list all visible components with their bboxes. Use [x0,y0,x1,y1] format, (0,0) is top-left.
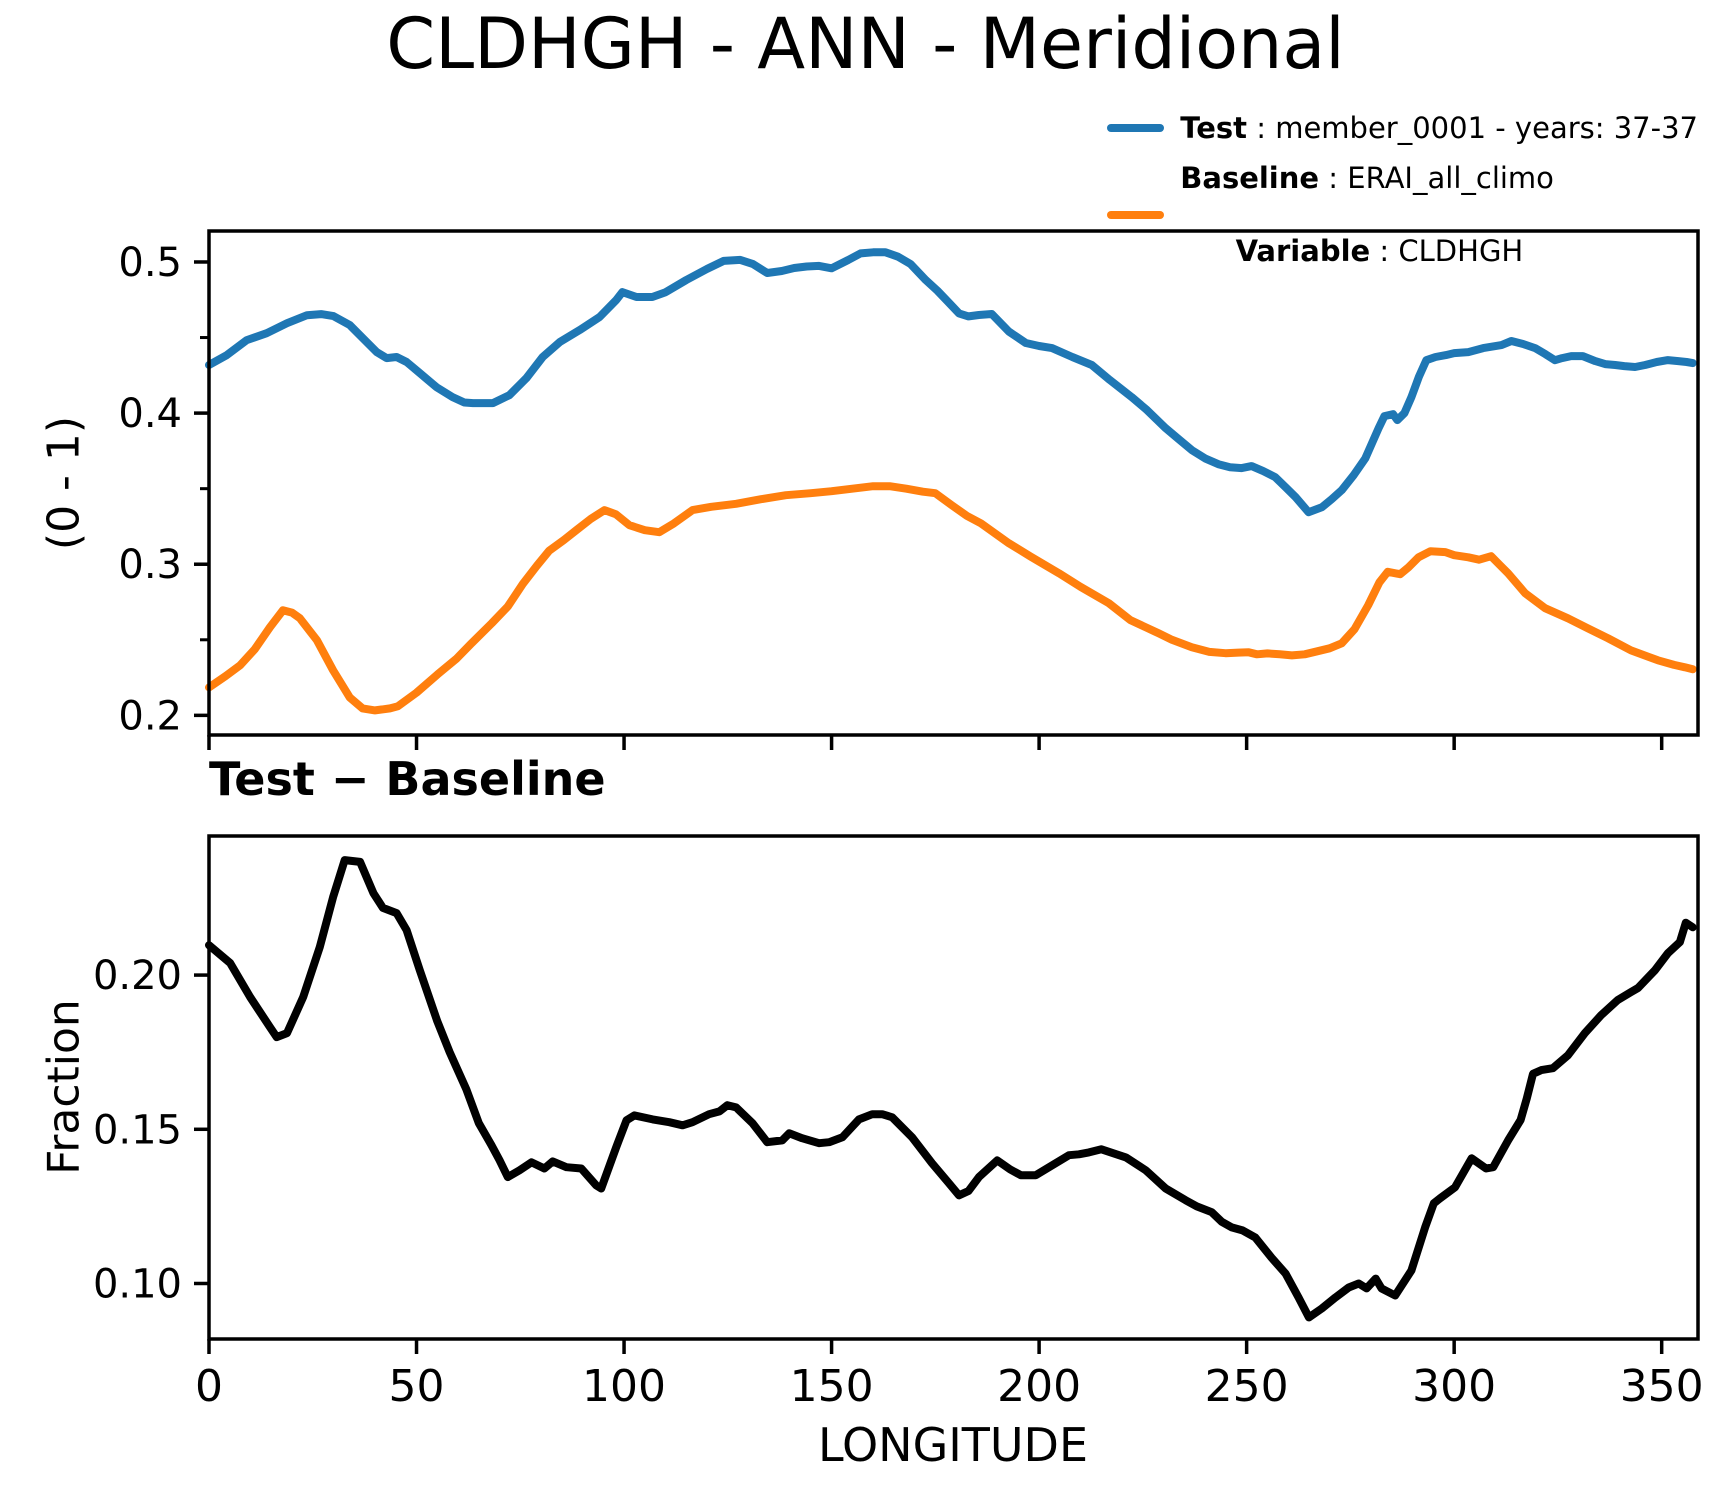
plot-spines [207,229,1700,737]
y-tick-label: 0.15 [93,1107,182,1153]
bottom-panel-ylabel: Fraction [38,999,90,1175]
x-axis-label: LONGITUDE [817,1418,1089,1472]
legend-variable-label: Variable [1235,233,1371,268]
legend-separator: : [1247,111,1276,145]
legend-entry-baseline-text: Baseline : ERAI_all_climo Variable : CLD… [1180,160,1554,269]
x-tick-label: 0 [195,1361,223,1412]
y-tick-label: 0.20 [93,953,182,999]
chart-title: CLDHGH - ANN - Meridional [386,3,1345,85]
series-line-test-baseline-difference [205,856,1697,1322]
legend-entry-test: Test : member_0001 - years: 37-37 [1107,110,1698,146]
top-panel: 0.2 0.3 0.4 0.5 [118,229,1700,750]
x-tick-label: 50 [389,1361,445,1412]
x-tick-label: 250 [1205,1361,1289,1412]
test-line-swatch [1107,124,1165,133]
x-tick-label: 350 [1620,1361,1704,1412]
x-tick-label: 200 [997,1361,1081,1412]
legend-entry-baseline: Baseline : ERAI_all_climo Variable : CLD… [1107,160,1554,269]
x-tick-label: 150 [790,1361,874,1412]
y-tick-label: 0.3 [118,542,182,588]
series-line-baseline [205,482,1697,715]
top-panel-ylabel: (0 - 1) [38,415,90,551]
legend-variable-value: CLDHGH [1398,233,1524,268]
legend-separator: : [1370,233,1399,268]
bottom-panel: 0 50 100 150 200 250 300 350 0.10 0.15 0.20 [93,834,1704,1412]
legend: Test : member_0001 - years: 37-37 Baseli… [1107,110,1698,269]
legend-separator: : [1319,161,1348,196]
y-tick-label: 0.5 [118,240,182,286]
y-tick-label: 0.2 [118,693,182,739]
legend-baseline-label: Baseline [1180,161,1320,196]
x-tick-label: 300 [1412,1361,1496,1412]
legend-test-value: member_0001 - years: 37-37 [1275,111,1698,145]
legend-baseline-value: ERAI_all_climo [1347,161,1554,196]
difference-subtitle: Test − Baseline [209,752,606,806]
y-tick-label: 0.10 [93,1261,182,1307]
y-tick-label: 0.4 [118,391,182,437]
x-tick-label: 100 [582,1361,666,1412]
plot-spines [207,834,1700,1341]
legend-entry-test-text: Test : member_0001 - years: 37-37 [1180,110,1698,146]
baseline-line-swatch [1107,210,1165,219]
legend-test-label: Test [1180,111,1247,145]
series-line-test [205,248,1697,517]
